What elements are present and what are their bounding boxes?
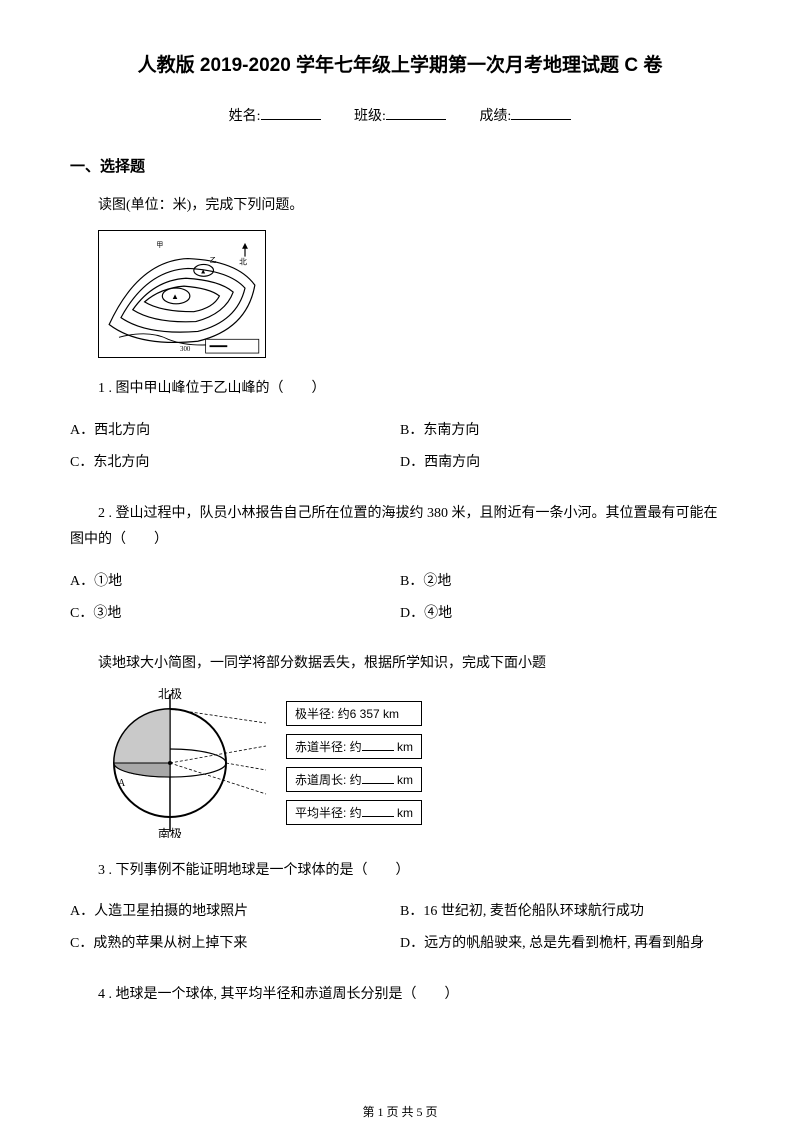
south-pole-label: 南极 [158, 826, 182, 838]
equator-circumference-row: 赤道周长: 约 km [286, 767, 422, 792]
equator-radius-row: 赤道半径: 约 km [286, 734, 422, 759]
globe-figure: 北极 南极 A 极半径: 约6 357 km 赤道半径: 约 km 赤道周长: … [98, 688, 730, 838]
question-1-options: A．西北方向 B．东南方向 C．东北方向 D．西南方向 [70, 419, 730, 483]
q3-opt-c: C．成熟的苹果从树上掉下来 [70, 932, 400, 952]
globe-svg: 北极 南极 A [98, 688, 268, 838]
question-2: 2 . 登山过程中，队员小林报告自己所在位置的海拔约 380 米，且附近有一条小… [70, 501, 730, 554]
question-3: 3 . 下列事例不能证明地球是一个球体的是（ ） [70, 858, 730, 885]
class-blank [386, 106, 446, 120]
info-line: 姓名: 班级: 成绩: [70, 105, 730, 125]
instruction-1: 读图(单位：米)，完成下列问题。 [70, 194, 730, 214]
q3-opt-a: A．人造卫星拍摄的地球照片 [70, 900, 400, 920]
svg-text:▲: ▲ [200, 268, 207, 275]
name-label: 姓名: [229, 109, 261, 124]
class-label: 班级: [354, 109, 386, 124]
q1-opt-a: A．西北方向 [70, 419, 400, 439]
svg-text:▲: ▲ [171, 292, 179, 301]
q2-opt-c: C．③地 [70, 602, 400, 622]
page-title: 人教版 2019-2020 学年七年级上学期第一次月考地理试题 C 卷 [70, 50, 730, 77]
svg-text:A: A [118, 778, 126, 789]
name-blank [261, 106, 321, 120]
q1-opt-c: C．东北方向 [70, 451, 400, 471]
q3-opt-d: D．远方的帆船驶来, 总是先看到桅杆, 再看到船身 [400, 932, 730, 952]
svg-text:乙: 乙 [210, 257, 217, 265]
q2-opt-d: D．④地 [400, 602, 730, 622]
north-pole-label: 北极 [158, 688, 182, 701]
svg-text:北: 北 [239, 257, 247, 266]
globe-data-labels: 极半径: 约6 357 km 赤道半径: 约 km 赤道周长: 约 km 平均半… [286, 701, 422, 825]
question-3-options: A．人造卫星拍摄的地球照片 B．16 世纪初, 麦哲伦船队环球航行成功 C．成熟… [70, 900, 730, 964]
contour-map-figure: ▲ ▲ 北 300 甲 乙 [98, 230, 730, 358]
page-footer: 第 1 页 共 5 页 [0, 1103, 800, 1120]
question-2-options: A．①地 B．②地 C．③地 D．④地 [70, 570, 730, 634]
svg-text:300: 300 [180, 346, 191, 353]
polar-radius-row: 极半径: 约6 357 km [286, 701, 422, 726]
q2-opt-a: A．①地 [70, 570, 400, 590]
q1-opt-d: D．西南方向 [400, 451, 730, 471]
contour-map-svg: ▲ ▲ 北 300 甲 乙 [98, 230, 266, 358]
instruction-2: 读地球大小简图，一同学将部分数据丢失，根据所学知识，完成下面小题 [70, 652, 730, 672]
question-1: 1 . 图中甲山峰位于乙山峰的（ ） [70, 376, 730, 403]
section-1-header: 一、选择题 [70, 155, 730, 176]
q2-opt-b: B．②地 [400, 570, 730, 590]
avg-radius-row: 平均半径: 约 km [286, 800, 422, 825]
score-blank [511, 106, 571, 120]
score-label: 成绩: [479, 109, 511, 124]
svg-text:甲: 甲 [156, 241, 163, 249]
q3-opt-b: B．16 世纪初, 麦哲伦船队环球航行成功 [400, 900, 730, 920]
question-4: 4 . 地球是一个球体, 其平均半径和赤道周长分别是（ ） [70, 982, 730, 1009]
q1-opt-b: B．东南方向 [400, 419, 730, 439]
